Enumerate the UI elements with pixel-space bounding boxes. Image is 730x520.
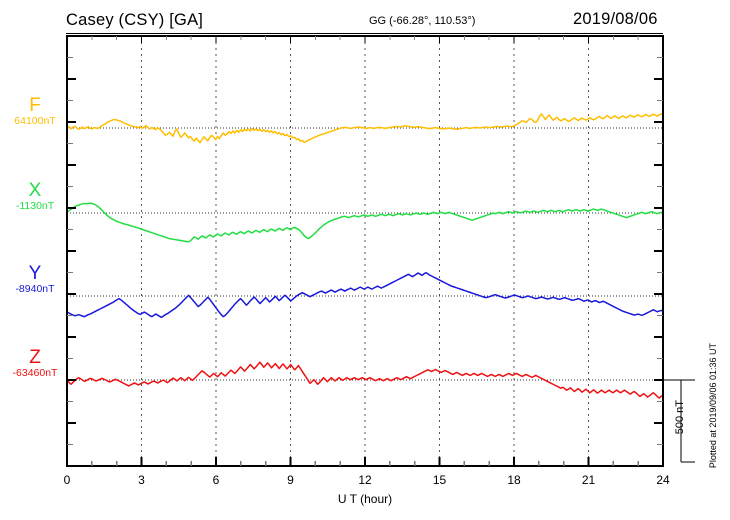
x-tick-label: 21 <box>581 473 596 487</box>
plotted-timestamp: Plotted at 2019/09/06 01:36 UT <box>708 343 718 469</box>
trace-Z <box>66 361 664 399</box>
page-title: Casey (CSY) [GA] <box>66 11 204 29</box>
component-label-X: X -1130nT <box>0 181 70 213</box>
geographic-coordinates: GG (-66.28°, 110.53°) <box>369 15 476 27</box>
x-tick-label: 3 <box>138 473 145 487</box>
x-tick-label: 9 <box>287 473 294 487</box>
trace-F <box>66 113 664 144</box>
component-baseline-X: -1130nT <box>15 200 55 212</box>
component-letter-Z: Z <box>29 347 41 368</box>
x-tick-label: 24 <box>656 473 670 487</box>
component-label-Y: Y -8940nT <box>0 264 70 296</box>
trace-X <box>66 202 664 243</box>
frame-rect <box>66 35 664 467</box>
header-divider <box>66 33 663 34</box>
component-letter-Y: Y <box>28 263 42 284</box>
component-letter-X: X <box>28 180 42 201</box>
component-letter-F: F <box>29 95 41 116</box>
x-tick-label: 15 <box>432 473 447 487</box>
component-baseline-F: 64100nT <box>14 115 56 127</box>
trace-Y <box>66 271 664 319</box>
component-label-F: F 64100nT <box>0 96 70 128</box>
x-tick-label: 0 <box>63 473 71 487</box>
component-label-Z: Z -63460nT <box>0 348 70 380</box>
trace-layer <box>66 113 664 399</box>
observation-date: 2019/08/06 <box>573 10 658 28</box>
grid-layer <box>141 36 589 466</box>
x-tick-label: 6 <box>212 473 220 487</box>
x-tick-label: 12 <box>358 473 372 487</box>
axis-ticks <box>66 35 664 467</box>
component-baseline-Z: -63460nT <box>12 367 58 379</box>
scale-bar-label: 500 nT <box>674 400 686 435</box>
plot-frame <box>66 35 664 467</box>
x-axis-title: U T (hour) <box>337 492 393 506</box>
x-tick-label: 18 <box>507 473 521 487</box>
component-baseline-Y: -8940nT <box>15 283 55 295</box>
scale-bar <box>663 379 695 463</box>
